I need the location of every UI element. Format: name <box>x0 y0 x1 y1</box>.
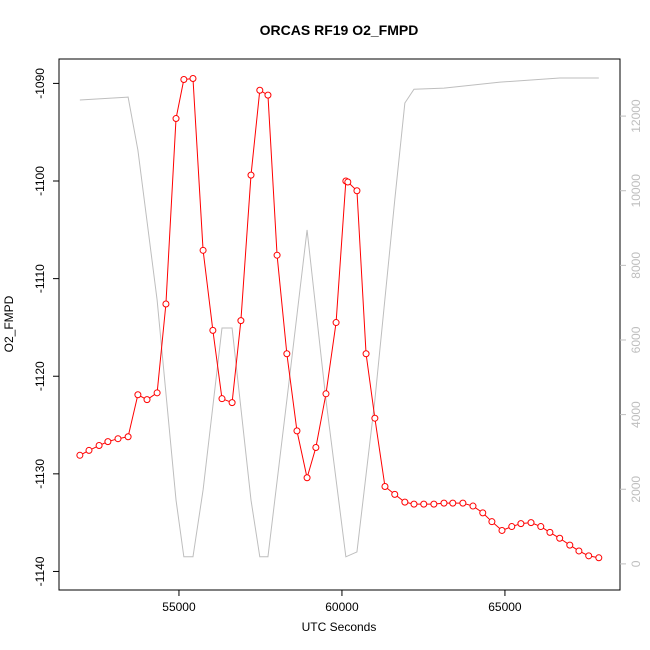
data-point <box>247 171 255 179</box>
data-point <box>401 498 409 506</box>
data-point <box>585 552 593 560</box>
data-point <box>371 414 379 422</box>
data-point <box>143 396 151 404</box>
data-point <box>134 391 142 399</box>
data-point <box>479 509 487 517</box>
data-point <box>264 91 272 99</box>
data-point <box>595 554 603 562</box>
data-point <box>469 502 477 510</box>
data-point <box>153 389 161 397</box>
data-point <box>508 523 516 531</box>
y-axis-label: O2_FMPD <box>2 295 16 352</box>
data-point <box>381 483 389 491</box>
data-point <box>517 520 525 528</box>
data-line <box>79 77 599 558</box>
data-point <box>228 399 236 407</box>
data-point <box>537 523 545 531</box>
data-point <box>498 526 506 534</box>
data-point <box>162 300 170 308</box>
data-point <box>527 519 535 527</box>
data-point <box>256 86 264 94</box>
data-point <box>189 75 197 83</box>
data-point <box>273 251 281 259</box>
y2-tick-label: 6000 <box>629 326 643 353</box>
x-axis-label: UTC Seconds <box>302 620 377 634</box>
data-point <box>430 500 438 508</box>
data-point <box>293 427 301 435</box>
data-point <box>76 451 84 459</box>
data-point <box>237 317 245 325</box>
data-point <box>391 490 399 498</box>
data-point <box>410 500 418 508</box>
data-point <box>556 534 564 542</box>
data-point <box>303 474 311 482</box>
data-point <box>218 395 226 403</box>
y2-tick-label: 12000 <box>629 99 643 133</box>
x-tick-label: 60000 <box>325 600 359 614</box>
data-point <box>420 500 428 508</box>
data-point <box>180 75 188 83</box>
y-tick-label: -1100 <box>33 166 47 196</box>
data-point <box>104 438 112 446</box>
y2-tick-label: 2000 <box>629 476 643 503</box>
data-point <box>488 518 496 526</box>
data-point <box>575 547 583 555</box>
y-tick-label: -1130 <box>33 459 47 489</box>
data-point <box>172 115 180 123</box>
data-point <box>114 435 122 443</box>
y2-tick-label: 8000 <box>629 252 643 279</box>
data-point <box>546 528 554 536</box>
data-point <box>312 443 320 451</box>
data-point <box>344 178 352 186</box>
y2-tick-label: 4000 <box>629 401 643 428</box>
data-point <box>459 499 467 507</box>
x-tick-label: 65000 <box>488 600 522 614</box>
data-point <box>283 350 291 358</box>
data-point <box>199 246 207 254</box>
y-tick-label: -1140 <box>33 556 47 586</box>
plot-frame <box>58 58 621 591</box>
chart-title: ORCAS RF19 O2_FMPD <box>260 22 419 38</box>
data-point <box>353 187 361 195</box>
data-point <box>322 390 330 398</box>
data-point <box>449 499 457 507</box>
data-point <box>95 442 103 450</box>
data-point <box>209 326 217 334</box>
data-point <box>440 499 448 507</box>
data-point <box>85 446 93 454</box>
y-tick-label: -1120 <box>33 361 47 391</box>
y2-tick-label: 10000 <box>629 174 643 208</box>
data-point <box>332 319 340 327</box>
y-tick-label: -1090 <box>33 68 47 99</box>
data-point <box>566 541 574 549</box>
data-point <box>362 350 370 358</box>
data-point <box>124 433 132 441</box>
x-tick-label: 55000 <box>162 600 196 614</box>
y2-tick-label: 0 <box>629 560 643 567</box>
y-tick-label: -1110 <box>33 264 47 293</box>
